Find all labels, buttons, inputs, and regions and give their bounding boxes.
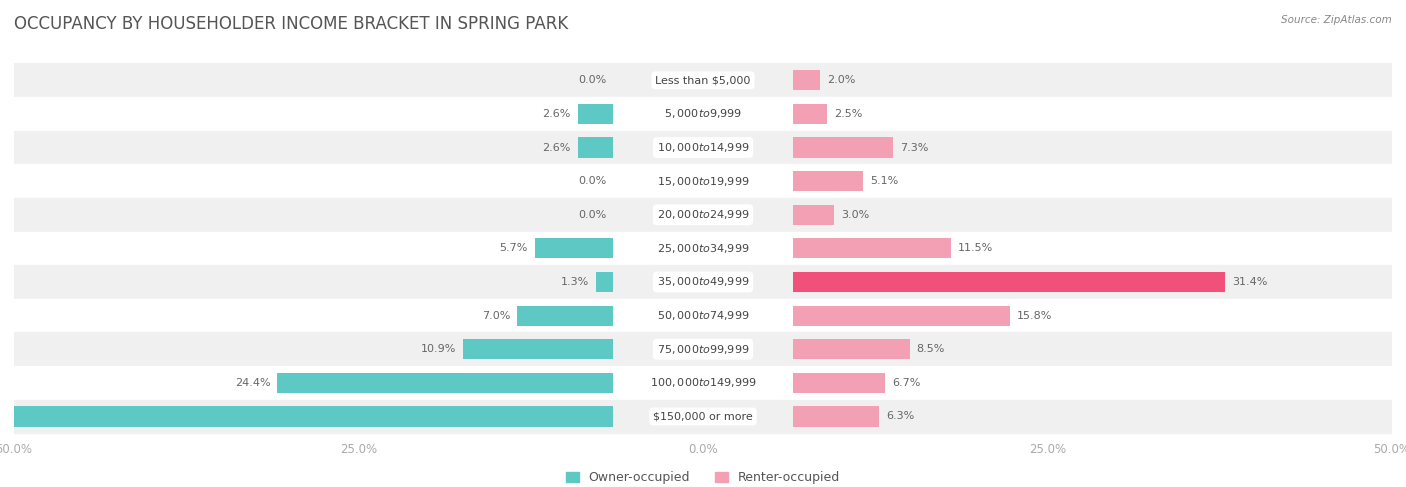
Text: Source: ZipAtlas.com: Source: ZipAtlas.com [1281,15,1392,25]
Text: $5,000 to $9,999: $5,000 to $9,999 [664,108,742,120]
Bar [793,272,1225,292]
Bar [14,63,1392,97]
Text: 11.5%: 11.5% [957,244,993,253]
Text: 6.7%: 6.7% [891,378,920,388]
Text: 31.4%: 31.4% [1232,277,1267,287]
Text: OCCUPANCY BY HOUSEHOLDER INCOME BRACKET IN SPRING PARK: OCCUPANCY BY HOUSEHOLDER INCOME BRACKET … [14,15,568,33]
Text: 7.3%: 7.3% [900,143,928,152]
Text: 2.5%: 2.5% [834,109,862,119]
Bar [463,339,613,359]
Legend: Owner-occupied, Renter-occupied: Owner-occupied, Renter-occupied [561,466,845,487]
Bar [578,104,613,124]
Text: 6.3%: 6.3% [886,412,914,421]
Text: 1.3%: 1.3% [561,277,589,287]
Bar [14,299,1392,333]
Bar [14,131,1392,164]
Bar [793,406,879,427]
Bar [793,339,910,359]
Text: 5.1%: 5.1% [870,176,898,186]
Bar [14,366,1392,400]
Bar [14,198,1392,231]
Bar [14,400,1392,433]
Bar [793,137,893,158]
Text: $20,000 to $24,999: $20,000 to $24,999 [657,208,749,221]
Bar [277,373,613,393]
Text: 10.9%: 10.9% [420,344,457,354]
Bar [578,137,613,158]
Bar [14,265,1392,299]
Text: $75,000 to $99,999: $75,000 to $99,999 [657,343,749,356]
Bar [793,238,950,259]
Text: 3.0%: 3.0% [841,210,869,220]
Text: 15.8%: 15.8% [1017,311,1053,320]
Bar [793,171,863,191]
Bar [14,333,1392,366]
Text: 2.6%: 2.6% [543,109,571,119]
Bar [534,238,613,259]
Bar [793,104,827,124]
Text: 0.0%: 0.0% [578,210,606,220]
Text: 0.0%: 0.0% [578,75,606,85]
Text: 5.7%: 5.7% [499,244,529,253]
Bar [793,373,884,393]
Bar [793,305,1011,326]
Text: $25,000 to $34,999: $25,000 to $34,999 [657,242,749,255]
Bar [793,70,820,91]
Text: Less than $5,000: Less than $5,000 [655,75,751,85]
Text: 0.0%: 0.0% [578,176,606,186]
Text: 24.4%: 24.4% [235,378,270,388]
Text: $15,000 to $19,999: $15,000 to $19,999 [657,175,749,187]
Text: $150,000 or more: $150,000 or more [654,412,752,421]
Text: $50,000 to $74,999: $50,000 to $74,999 [657,309,749,322]
Text: $35,000 to $49,999: $35,000 to $49,999 [657,276,749,288]
Text: $10,000 to $14,999: $10,000 to $14,999 [657,141,749,154]
Text: 2.0%: 2.0% [827,75,855,85]
Bar [14,164,1392,198]
Text: 2.6%: 2.6% [543,143,571,152]
Bar [517,305,613,326]
Text: $100,000 to $149,999: $100,000 to $149,999 [650,376,756,389]
Bar [793,205,834,225]
Bar [596,272,613,292]
Text: 7.0%: 7.0% [482,311,510,320]
Bar [0,406,613,427]
Bar [14,231,1392,265]
Text: 8.5%: 8.5% [917,344,945,354]
Bar [14,97,1392,131]
